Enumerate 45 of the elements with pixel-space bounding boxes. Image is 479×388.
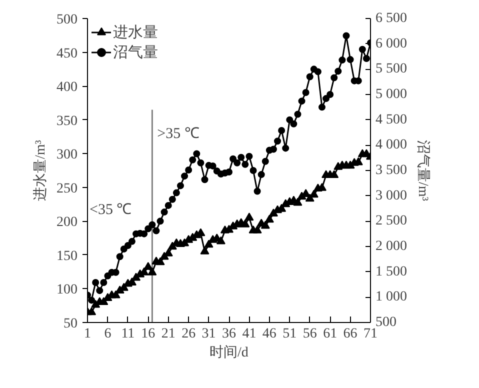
y-axis-title: 进水量/m³ — [32, 140, 48, 201]
x-tick-label: 6 — [104, 326, 112, 342]
y2-tick-label: 6 000 — [376, 36, 407, 52]
y-tick-label: 450 — [56, 46, 78, 62]
x-tick-label: 16 — [141, 326, 156, 342]
x-tick-label: 46 — [262, 326, 276, 342]
x-tick-label: 31 — [202, 326, 216, 342]
y2-tick-label: 500 — [376, 315, 396, 330]
y2-tick-label: 2 000 — [376, 239, 407, 254]
annotation: <35 ℃ — [90, 202, 132, 218]
y-tick-label: 100 — [56, 282, 78, 298]
y2-tick-label: 6 500 — [376, 11, 407, 26]
y2-tick-label: 1 000 — [376, 290, 407, 305]
x-tick-label: 1 — [84, 326, 91, 342]
x-tick-label: 56 — [302, 326, 317, 342]
x-tick-label: 26 — [182, 326, 196, 342]
y2-tick-label: 1 500 — [376, 264, 407, 280]
x-tick-label: 36 — [222, 326, 236, 342]
y2-tick-label: 3 500 — [376, 163, 407, 178]
annotation: >35 ℃ — [157, 126, 200, 142]
x-axis-title: 时间/d — [210, 344, 248, 360]
x-tick-label: 11 — [121, 326, 135, 342]
x-tick-label: 71 — [364, 326, 378, 342]
y2-tick-label: 3 000 — [376, 188, 407, 204]
y-tick-label: 200 — [56, 215, 78, 230]
y-tick-label: 150 — [56, 248, 78, 264]
x-tick-label: 66 — [343, 326, 358, 342]
y-tick-label: 400 — [56, 80, 78, 96]
x-tick-label: 51 — [282, 326, 297, 342]
y-tick-label: 500 — [56, 12, 78, 28]
y2-tick-label: 2 500 — [376, 214, 407, 229]
x-tick-label: 21 — [161, 326, 176, 342]
y2-axis-title: 沼气量/m³ — [415, 140, 431, 201]
y2-tick-label: 4 500 — [376, 112, 407, 128]
y-tick-label: 50 — [64, 316, 78, 332]
y2-tick-label: 4 000 — [376, 138, 407, 153]
x-tick-label: 41 — [242, 326, 256, 342]
y-tick-label: 300 — [56, 148, 78, 163]
legend-label: 沼气量 — [113, 44, 158, 62]
y2-tick-label: 5 000 — [376, 87, 407, 102]
y-tick-label: 350 — [56, 114, 78, 129]
y-tick-label: 250 — [56, 181, 78, 196]
legend-label: 进水量 — [113, 24, 158, 42]
y2-tick-label: 5 500 — [376, 62, 407, 77]
x-tick-label: 61 — [323, 326, 338, 342]
